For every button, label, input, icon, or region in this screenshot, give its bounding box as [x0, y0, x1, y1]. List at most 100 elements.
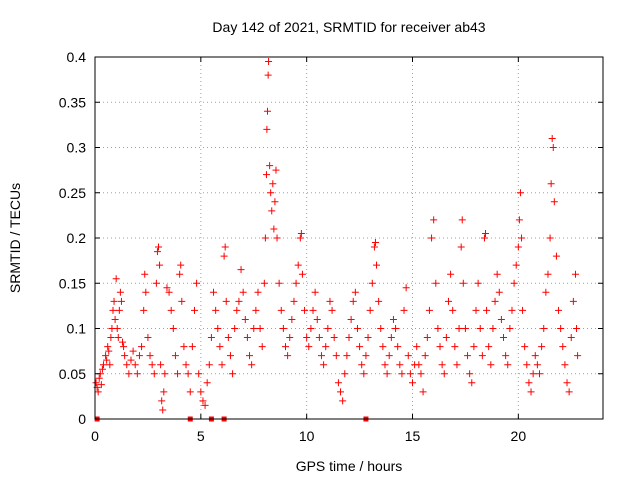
data-point — [229, 370, 237, 378]
data-point — [156, 261, 164, 269]
data-point — [222, 297, 230, 305]
data-point — [220, 252, 228, 260]
data-point — [307, 325, 315, 332]
data-point — [500, 334, 508, 342]
data-point — [298, 270, 306, 278]
data-point — [480, 234, 488, 242]
data-point — [260, 279, 268, 287]
data-point — [254, 288, 262, 296]
data-point — [459, 279, 467, 287]
y-tick-label: 0.35 — [59, 94, 86, 110]
data-point — [113, 325, 121, 332]
data-point — [457, 243, 465, 251]
data-point — [406, 370, 414, 378]
data-point — [493, 270, 501, 278]
data-point — [455, 325, 463, 332]
data-point — [195, 370, 203, 378]
y-tick-label: 0.25 — [59, 185, 86, 201]
data-point — [368, 279, 376, 287]
data-point — [550, 198, 558, 206]
data-point — [563, 379, 571, 387]
data-point — [549, 144, 557, 151]
data-point — [150, 370, 158, 378]
data-point — [174, 370, 182, 378]
data-point — [515, 216, 523, 224]
data-point — [546, 234, 554, 242]
data-point — [301, 306, 309, 314]
data-points — [92, 58, 582, 422]
data-point — [121, 352, 129, 360]
data-point — [197, 388, 205, 396]
data-point — [221, 243, 229, 251]
data-point — [518, 234, 526, 242]
data-point — [265, 58, 273, 66]
data-point — [567, 334, 575, 342]
data-point — [158, 397, 166, 405]
x-tick-label: 15 — [405, 428, 421, 444]
data-point — [114, 334, 122, 342]
data-point — [400, 306, 408, 314]
data-point — [379, 343, 387, 351]
data-point — [330, 334, 338, 342]
data-point — [171, 352, 179, 360]
data-point — [468, 379, 476, 387]
data-point — [482, 229, 490, 237]
data-point — [358, 361, 366, 369]
data-point — [495, 288, 503, 296]
data-point — [263, 125, 271, 133]
data-point — [394, 343, 402, 351]
data-point — [474, 279, 482, 287]
data-point — [449, 306, 457, 314]
data-point — [320, 361, 328, 369]
data-point — [536, 370, 543, 378]
x-tick-label: 5 — [197, 428, 205, 444]
data-point — [396, 361, 404, 369]
data-point — [569, 297, 577, 305]
data-point — [356, 343, 364, 351]
data-point — [264, 107, 272, 115]
data-point — [347, 315, 355, 323]
data-point — [258, 343, 266, 351]
data-point — [252, 306, 260, 314]
data-point — [489, 325, 497, 332]
data-point — [125, 370, 133, 378]
data-point — [92, 379, 100, 387]
data-point — [527, 388, 535, 396]
data-point — [529, 370, 537, 378]
data-point — [552, 252, 560, 260]
data-point — [250, 325, 258, 332]
data-point — [512, 261, 520, 269]
y-tick-label: 0.3 — [67, 140, 87, 156]
data-point — [182, 361, 190, 369]
data-point — [167, 306, 175, 314]
data-point — [381, 361, 389, 369]
data-point — [176, 270, 184, 278]
data-point — [94, 388, 102, 396]
data-point — [337, 388, 345, 396]
data-point — [371, 239, 379, 247]
data-point — [542, 288, 550, 296]
data-point — [226, 352, 234, 360]
data-point — [270, 225, 278, 233]
data-point — [478, 352, 486, 360]
data-point — [212, 306, 220, 314]
data-point — [485, 343, 493, 351]
data-point — [398, 370, 406, 378]
data-point — [523, 361, 531, 369]
data-point — [451, 343, 459, 351]
data-point — [464, 352, 472, 360]
data-point — [387, 334, 395, 342]
data-point — [165, 288, 173, 296]
data-point — [555, 306, 563, 314]
data-point — [419, 388, 427, 396]
data-point — [103, 356, 111, 364]
data-point — [243, 334, 251, 342]
data-point — [343, 352, 351, 360]
data-point — [144, 334, 152, 342]
data-point — [237, 266, 245, 274]
data-point — [106, 361, 114, 369]
data-point — [102, 352, 110, 360]
data-point — [334, 379, 342, 387]
data-point — [135, 352, 143, 360]
data-point — [470, 343, 478, 351]
